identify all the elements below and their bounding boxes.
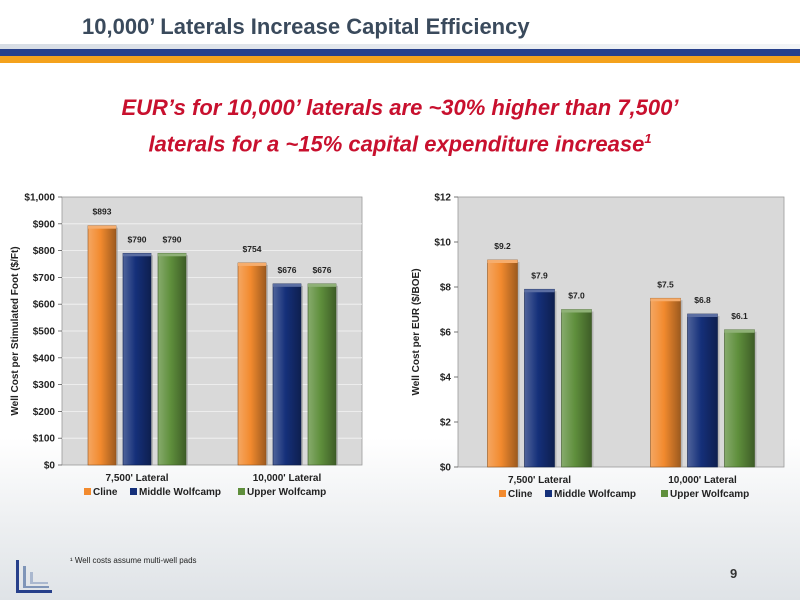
bar-top-highlight <box>487 260 518 263</box>
page-number: 9 <box>730 566 738 581</box>
y-tick-label: $12 <box>434 193 451 204</box>
bar-top-highlight <box>524 289 555 293</box>
bar-cline <box>487 259 518 468</box>
slide-title: 10,000’ Laterals Increase Capital Effici… <box>82 14 530 39</box>
x-category-label: 7,500' Lateral <box>106 473 169 484</box>
legend-swatch <box>130 488 137 495</box>
data-label: $7.9 <box>531 270 548 280</box>
y-axis-label: Well Cost per Stimulated Foot ($/Ft) <box>10 246 21 415</box>
legend-entry: Cline <box>93 487 118 498</box>
header-band-blue <box>0 49 800 56</box>
y-tick-label: $8 <box>440 283 452 294</box>
header-band-orange <box>0 56 800 63</box>
chart-cost-per-boe: $0 $2 $4 $6 $8 $10 $12 Well Cost per EUR ($/BOE… <box>411 193 785 500</box>
x-category-label: 10,000' Lateral <box>668 475 737 486</box>
legend-swatch <box>545 490 552 497</box>
data-label: $7.0 <box>568 291 585 301</box>
bar-top-highlight <box>238 262 266 266</box>
chart-cost-per-foot: $0 $100 $200 $300 $400 $500 $600 $700 $800 $900 $1… <box>10 193 363 498</box>
bar-top-highlight <box>123 253 151 257</box>
y-tick-label: $600 <box>33 300 56 311</box>
bar-middle-wolfcamp <box>122 252 152 466</box>
y-tick-label: $2 <box>440 418 452 429</box>
y-tick-label: $500 <box>33 327 56 338</box>
bar-middle-wolfcamp <box>524 288 555 468</box>
legend-swatch <box>238 488 245 495</box>
data-label: $7.5 <box>657 279 674 289</box>
y-tick-label: $0 <box>44 461 56 472</box>
legend-entry: Cline <box>508 489 533 500</box>
x-category-label: 7,500' Lateral <box>508 475 571 486</box>
headline-line1: EUR’s for 10,000’ laterals are ~30% high… <box>121 95 679 120</box>
bar-top-highlight <box>650 298 681 302</box>
y-tick-label: $400 <box>33 353 56 364</box>
bar-top-highlight <box>561 309 592 313</box>
footnote: ¹ Well costs assume multi-well pads <box>70 556 197 565</box>
bar-upper-wolfcamp <box>724 329 755 468</box>
data-label: $9.2 <box>494 241 511 251</box>
data-label: $6.1 <box>731 311 748 321</box>
bar-top-highlight <box>273 283 301 287</box>
legend-entry: Upper Wolfcamp <box>670 489 749 500</box>
legend-swatch <box>84 488 91 495</box>
headline-line2: laterals for a ~15% capital expenditure … <box>148 131 645 157</box>
bar-top-highlight <box>687 314 718 317</box>
bar-cline <box>87 225 117 466</box>
y-tick-label: $100 <box>33 434 56 445</box>
y-tick-label: $4 <box>440 373 452 384</box>
bar-upper-wolfcamp <box>561 309 592 468</box>
header-band-fade <box>0 44 800 49</box>
bar-upper-wolfcamp <box>157 252 187 466</box>
y-tick-label: $200 <box>33 407 56 418</box>
headline-superscript: 1 <box>644 131 652 146</box>
data-label: $676 <box>278 265 297 275</box>
data-label: $790 <box>128 234 147 244</box>
x-category-label: 10,000' Lateral <box>253 473 322 484</box>
bar-middle-wolfcamp <box>272 283 302 466</box>
y-tick-label: $300 <box>33 380 56 391</box>
y-tick-label: $1,000 <box>24 193 55 204</box>
y-axis-label: Well Cost per EUR ($/BOE) <box>411 268 422 395</box>
legend-swatch <box>499 490 506 497</box>
bar-middle-wolfcamp <box>687 313 718 468</box>
y-tick-label: $10 <box>434 238 451 249</box>
headline: EUR’s for 10,000’ laterals are ~30% high… <box>0 92 800 159</box>
legend-entry: Upper Wolfcamp <box>247 487 326 498</box>
y-tick-label: $0 <box>440 463 452 474</box>
legend-entry: Middle Wolfcamp <box>139 487 221 498</box>
data-label: $754 <box>243 244 262 254</box>
data-label: $790 <box>163 234 182 244</box>
y-tick-label: $700 <box>33 273 56 284</box>
y-tick-label: $6 <box>440 328 452 339</box>
bar-top-highlight <box>158 253 186 257</box>
bar-upper-wolfcamp <box>307 283 337 466</box>
y-tick-label: $800 <box>33 246 56 257</box>
bar-top-highlight <box>308 283 336 287</box>
bar-cline <box>650 297 681 468</box>
bar-top-highlight <box>88 225 116 229</box>
data-label: $893 <box>93 207 112 217</box>
bar-top-highlight <box>724 329 755 333</box>
y-tick-label: $900 <box>33 219 56 230</box>
bar-cline <box>237 262 267 466</box>
data-label: $6.8 <box>694 295 711 305</box>
company-logo <box>16 560 52 593</box>
legend-entry: Middle Wolfcamp <box>554 489 636 500</box>
data-label: $676 <box>313 265 332 275</box>
legend-swatch <box>661 490 668 497</box>
